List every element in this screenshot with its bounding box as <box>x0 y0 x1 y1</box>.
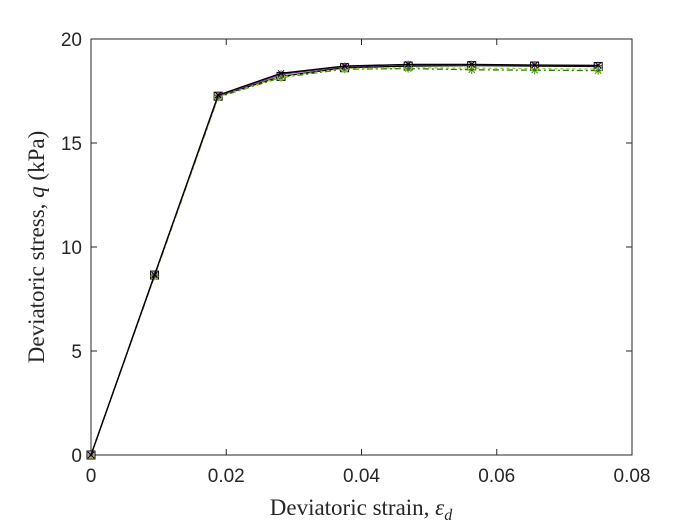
tick-labels: 0 0.02 0.04 0.06 0.08 0 5 10 15 20 <box>61 30 651 487</box>
series-group <box>86 60 603 460</box>
x-tick-label: 0.02 <box>208 466 245 487</box>
x-axis-label: Deviatoric strain, εd <box>270 495 454 524</box>
data-point <box>594 66 603 75</box>
x-tick-label: 0.08 <box>614 466 651 487</box>
y-axis-label: Deviatoric stress, q (kPa) <box>24 131 49 364</box>
x-tick-label: 0.06 <box>478 466 515 487</box>
y-tick-label: 15 <box>61 134 82 155</box>
x-tick-label: 0.04 <box>343 466 380 487</box>
data-point <box>594 62 602 69</box>
data-point <box>468 61 476 68</box>
y-tick-label: 5 <box>71 342 82 363</box>
plot-area <box>90 38 633 456</box>
series-5 <box>87 61 602 459</box>
data-point <box>467 65 476 74</box>
y-tick-label: 0 <box>71 446 82 467</box>
y-tick-label: 20 <box>61 30 82 51</box>
data-point <box>151 271 158 279</box>
data-point <box>214 91 222 99</box>
data-point <box>277 69 285 77</box>
data-point <box>530 66 539 75</box>
y-tick-label: 10 <box>61 238 82 259</box>
data-point <box>341 62 348 70</box>
data-point <box>531 61 538 69</box>
data-point <box>404 61 412 68</box>
x-tick-label: 0 <box>86 466 97 487</box>
data-point <box>87 451 95 459</box>
